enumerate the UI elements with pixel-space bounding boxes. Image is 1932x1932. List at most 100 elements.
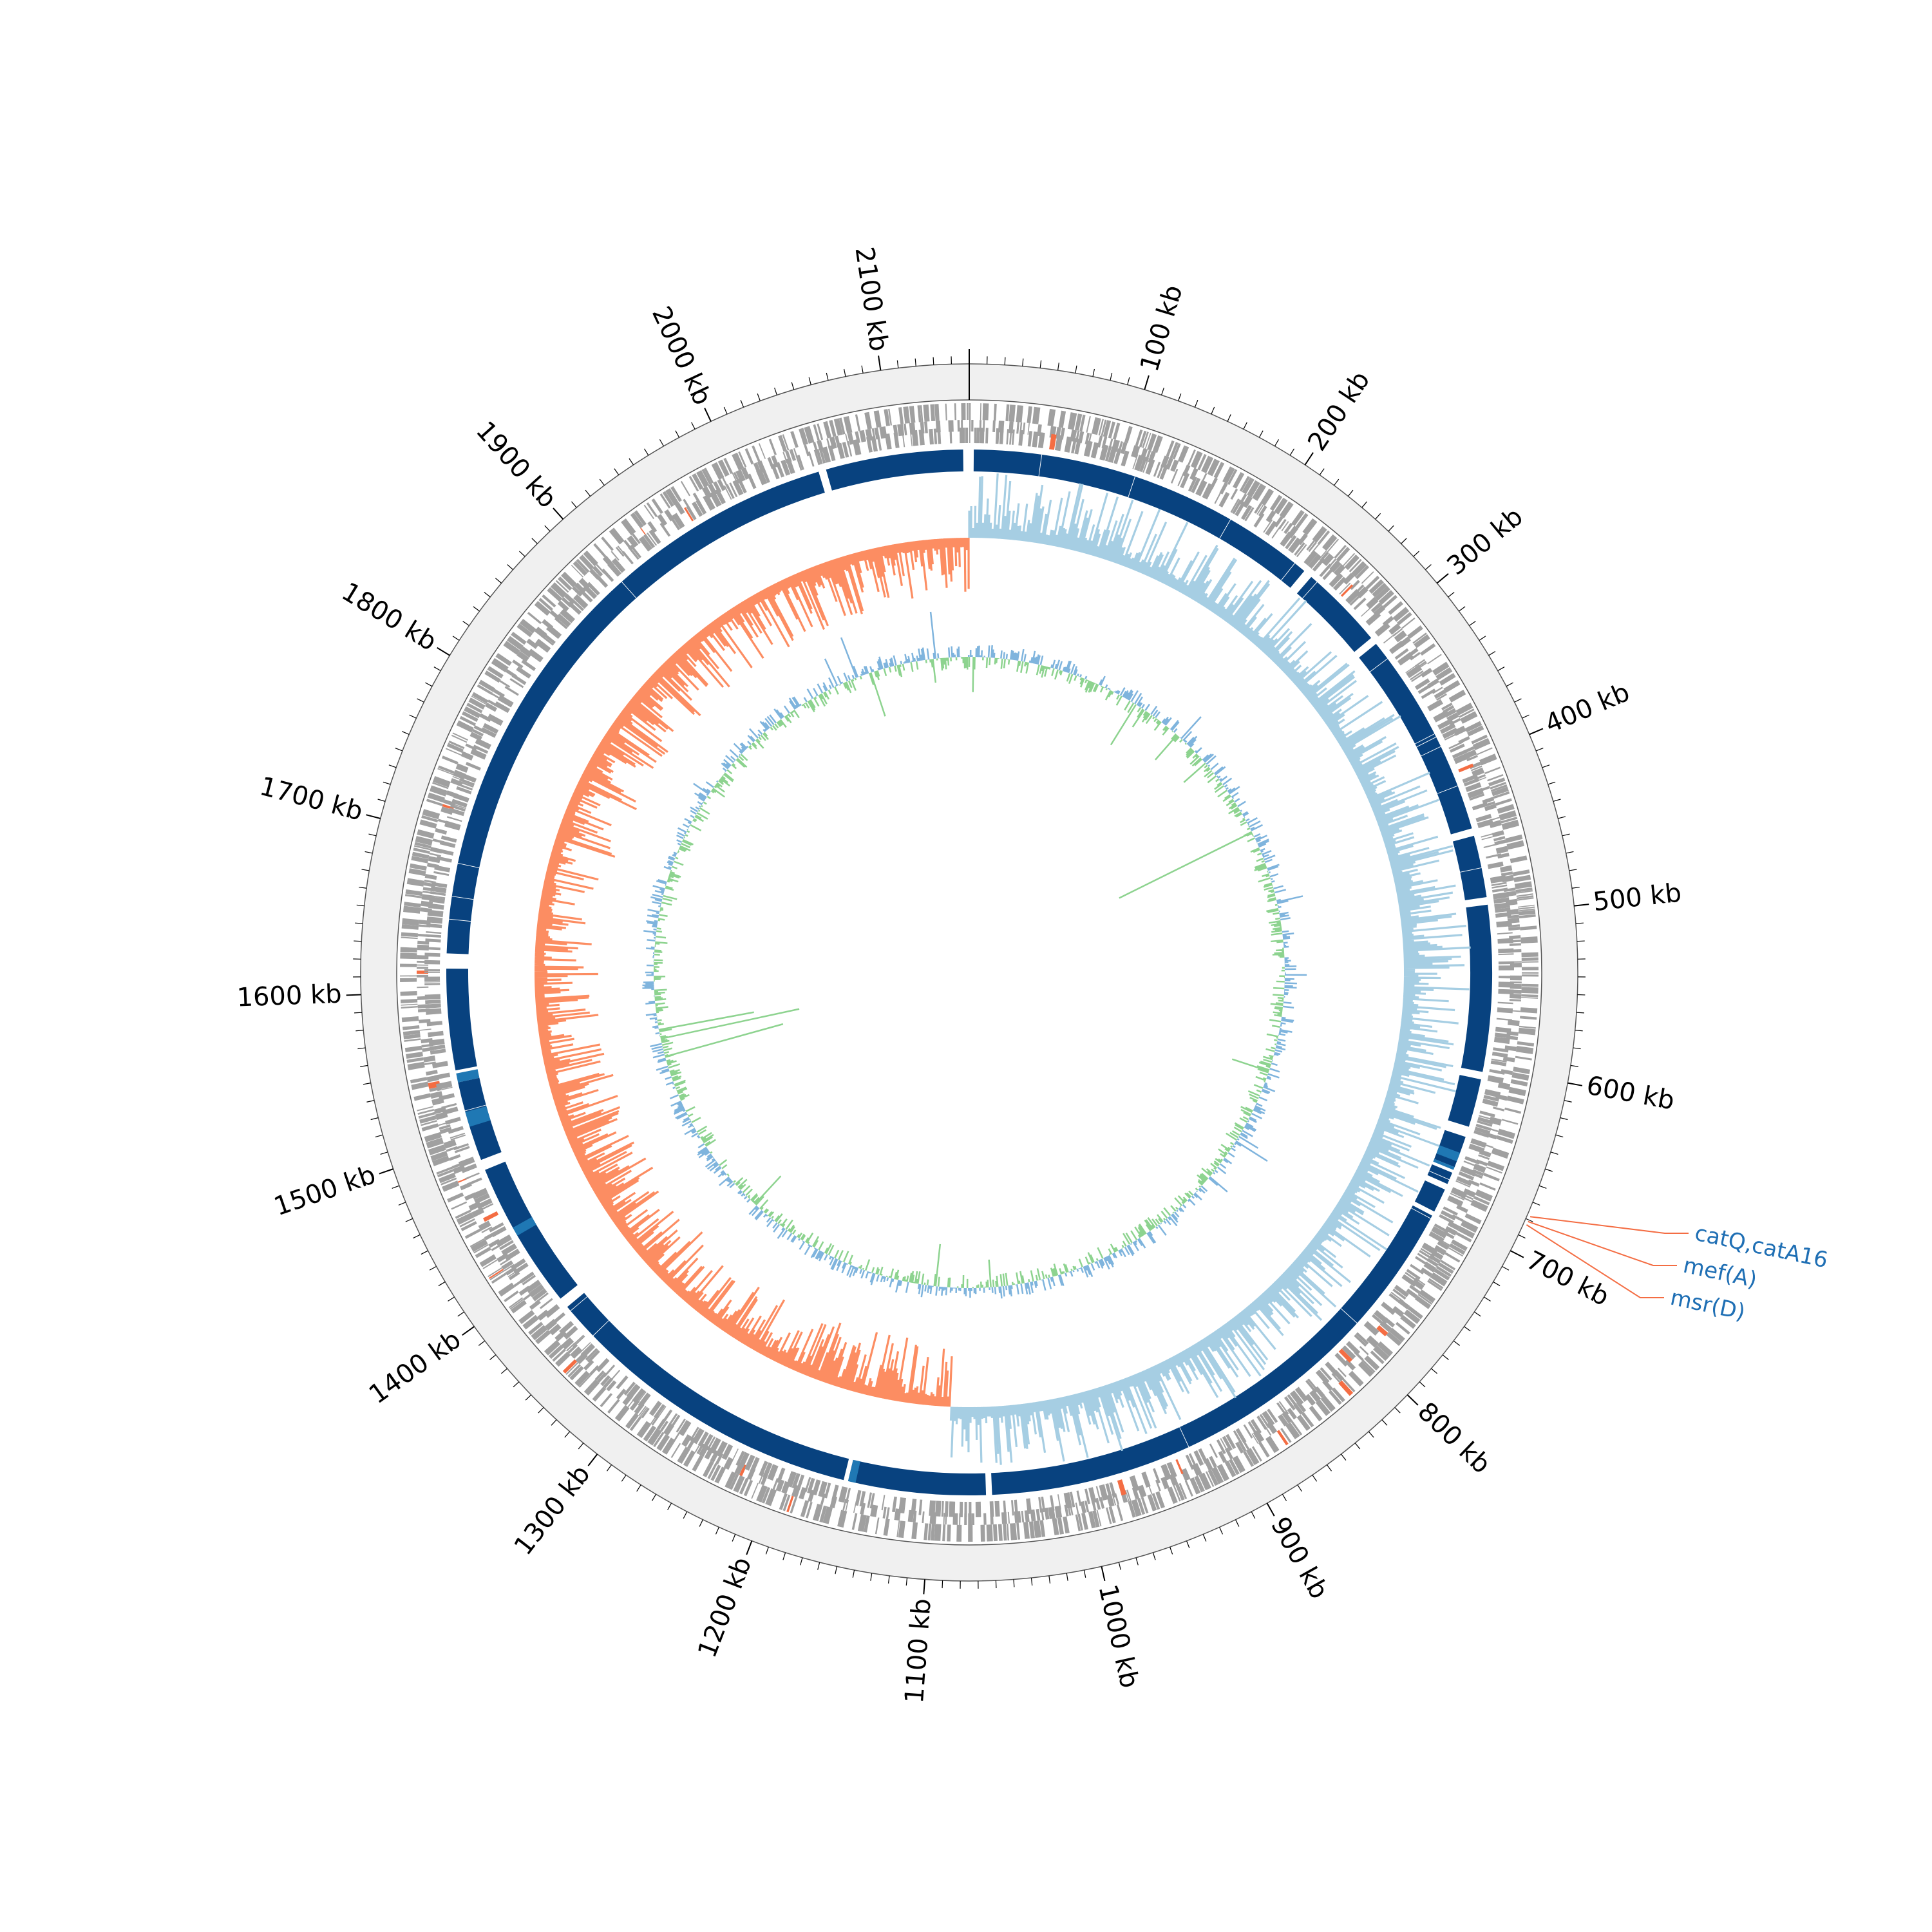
minor-tick [1057, 363, 1059, 371]
cds-feature [1258, 505, 1267, 517]
blast-gap-line [1415, 734, 1435, 744]
cds-feature [455, 1209, 471, 1219]
cds-feature [1468, 1143, 1485, 1154]
cds-feature [1521, 957, 1539, 961]
cds-feature [1207, 459, 1220, 477]
cds-feature [1428, 1231, 1444, 1244]
cds-feature [551, 1312, 566, 1325]
cds-feature [1226, 1434, 1236, 1450]
cds-feature [791, 1473, 800, 1489]
gene-leader-line [1528, 1220, 1677, 1266]
blast-gap-line [449, 918, 471, 922]
cds-feature [401, 1003, 418, 1006]
tick-label: 1100 kb [900, 1598, 937, 1705]
cds-feature [1269, 495, 1283, 511]
cds-feature [1220, 1437, 1229, 1453]
cds-feature [1472, 737, 1491, 751]
cds-feature [904, 423, 907, 435]
minor-tick [1178, 393, 1182, 401]
cds-feature [1518, 1027, 1536, 1036]
cds-feature [442, 1106, 459, 1115]
cds-feature [574, 1370, 591, 1387]
minor-tick [1381, 1419, 1388, 1426]
cds-feature [473, 744, 489, 754]
cds-feature [424, 1132, 442, 1142]
minor-tick [1419, 1381, 1426, 1388]
cds-feature [470, 1239, 488, 1253]
cds-feature [947, 1524, 951, 1542]
cds-feature [1124, 1490, 1130, 1502]
cds-feature [1356, 1332, 1369, 1345]
cds-feature [400, 947, 417, 953]
cds-feature [424, 981, 440, 983]
cds-feature [1128, 1501, 1136, 1518]
blast-partial-hit [456, 1069, 480, 1083]
cds-feature [636, 1421, 652, 1438]
cds-feature [424, 971, 440, 973]
cds-feature [1302, 518, 1318, 536]
cds-feature [1202, 483, 1215, 500]
minor-tick [1575, 1030, 1583, 1032]
cds-feature [531, 1325, 548, 1341]
cds-feature [855, 414, 861, 431]
cds-feature [824, 1482, 831, 1499]
cds-feature [1274, 497, 1288, 515]
minor-tick [1282, 1493, 1287, 1501]
minor-tick [1375, 513, 1381, 520]
cds-feature [659, 493, 671, 509]
cds-feature [1450, 1187, 1468, 1199]
cds-feature [881, 1495, 886, 1511]
cds-feature [401, 1016, 419, 1023]
cds-feature [1444, 1226, 1457, 1236]
cds-feature [413, 1093, 431, 1101]
cds-feature [934, 1501, 942, 1517]
cds-feature [442, 1180, 460, 1192]
cds-feature [445, 1117, 461, 1125]
cds-feature [701, 486, 713, 499]
cds-feature [1428, 1278, 1444, 1289]
cds-feature [448, 740, 465, 750]
cds-feature [1460, 1166, 1477, 1177]
cds-feature [1227, 469, 1238, 486]
cds-feature [1520, 1016, 1537, 1020]
cds-feature [1218, 491, 1230, 507]
cds-feature [1431, 1226, 1448, 1239]
cds-feature [893, 432, 900, 448]
cds-feature [417, 1108, 435, 1115]
cds-feature [1291, 1420, 1303, 1435]
cds-feature [460, 773, 477, 783]
cds-feature [557, 600, 569, 612]
cds-feature [567, 1343, 578, 1354]
minor-tick [1135, 1557, 1139, 1566]
minor-tick [538, 1407, 544, 1414]
cds-feature [424, 976, 440, 981]
cds-feature [1121, 450, 1130, 467]
cds-feature [482, 1211, 499, 1222]
cds-feature [920, 405, 923, 422]
cds-feature [437, 768, 454, 775]
cds-feature [837, 1510, 848, 1528]
cds-feature [1471, 734, 1488, 744]
cds-feature [1309, 1405, 1323, 1422]
tick-label: 800 kb [1412, 1397, 1496, 1480]
cds-feature [474, 1193, 490, 1204]
cds-feature [703, 1461, 714, 1478]
cds-feature [765, 1488, 777, 1506]
cds-feature [1484, 803, 1497, 811]
minor-tick [375, 1134, 383, 1138]
minor-tick [1571, 886, 1580, 889]
cds-feature [471, 696, 487, 705]
cds-feature [638, 536, 653, 552]
cds-feature [529, 1283, 545, 1298]
cds-feature [1508, 1086, 1526, 1097]
cds-feature [918, 429, 925, 446]
cds-feature [1509, 999, 1521, 1002]
cds-feature [1392, 607, 1410, 622]
cds-feature [1201, 455, 1214, 473]
cds-feature [1388, 601, 1403, 615]
cds-feature [424, 874, 437, 880]
cds-feature [1487, 1075, 1504, 1084]
cds-feature [898, 1497, 907, 1513]
cds-feature [1005, 404, 1010, 422]
minor-tick [392, 1185, 400, 1189]
